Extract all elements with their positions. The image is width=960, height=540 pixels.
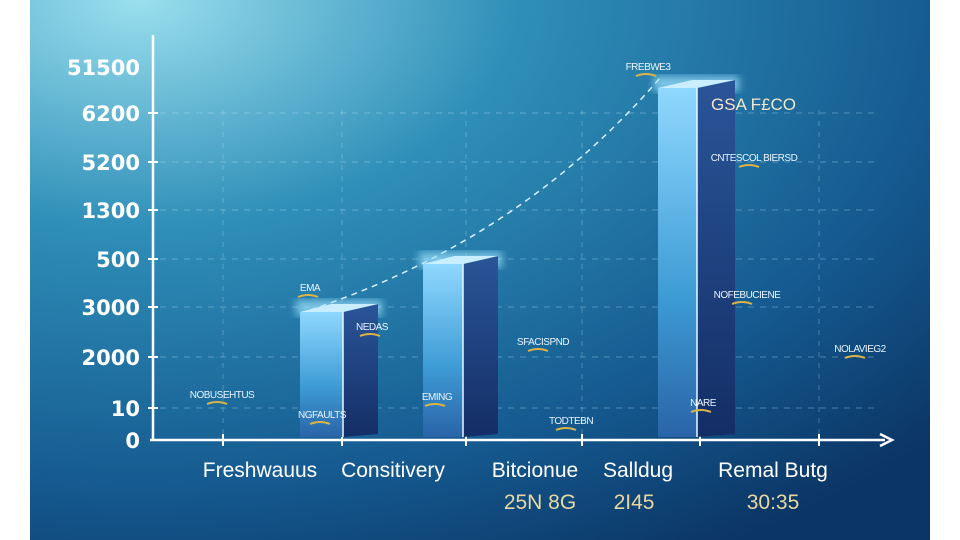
chart-annotation: SFACISPND [517,337,569,348]
gold-squiggle-icon [738,164,760,168]
bar-top [423,256,498,264]
bar-annotation: NARE [690,398,717,409]
bar [296,300,382,437]
gold-squiggle-icon [297,294,319,298]
chart-annotation: NOLAVIEG2 [834,344,886,355]
y-tick-label: 5200 [82,151,140,175]
bar-front [658,88,697,437]
y-tick-label: 3000 [82,296,140,320]
bar-annotation: EMING [422,392,453,403]
bar-side [463,256,498,437]
bar-chart: 0 10 2000 3000 500 1300 5200 6200 51500 Freshwau… [30,0,930,540]
bar-top [300,304,378,312]
bar-side [697,80,735,437]
annotations: EMA NEDAS NGFAULTS EMING FREBWE3 NARE GSA F£CO… [190,62,887,431]
gold-squiggle-icon [844,355,866,359]
gold-squiggle-icon [731,301,753,305]
axes [150,35,895,448]
chart-annotation: NOFEBUCIENE [714,290,782,301]
x-labels: Freshwauus Consitivery Bitcionue Salldug Rem… [203,459,828,514]
x-sublabel: 25N 8G [504,491,576,514]
x-category-label: Salldug [603,459,673,482]
bar-front [300,312,343,437]
bar-side [343,304,378,437]
chart-annotation: NOBUSEHTUS [190,390,255,401]
bar-top [658,80,735,88]
gold-squiggle-icon [206,401,228,405]
y-tick-label: 51500 [67,56,140,80]
gold-squiggle-icon [309,421,331,425]
bar-annotation: FREBWE3 [626,62,672,73]
y-tick-label: 0 [125,429,140,453]
bar-annotation: NEDAS [356,322,389,333]
bar-annotation: NGFAULTS [298,410,347,421]
y-tick-label: 2000 [82,346,140,370]
bar-annotation-large: GSA F£CO [711,95,796,114]
gold-squiggle-icon [635,73,657,77]
bar [419,252,502,437]
x-category-label: Remal Butg [718,459,828,482]
y-tick-label: 6200 [82,102,140,126]
gold-squiggle-icon [359,333,381,337]
bar-front [423,264,463,437]
x-category-label: Bitcionue [492,459,578,482]
y-tick-label: 1300 [82,199,140,223]
x-sublabel: 30:35 [747,491,800,514]
chart-annotation: TODTEBN [549,416,593,427]
y-tick-label: 10 [111,397,140,421]
x-sublabel: 2I45 [614,491,655,514]
bars [296,76,739,437]
trend-line-path [309,77,661,311]
gold-squiggle-icon [555,427,577,431]
gold-squiggle-icon [527,348,549,352]
x-category-label: Consitivery [341,459,445,482]
gold-squiggle-icon [690,409,712,413]
x-axis-arrow-icon [879,432,895,448]
x-category-label: Freshwauus [203,459,317,482]
chart-annotation: CNTESCOL BIERSD [711,153,798,164]
y-tick-label: 500 [96,248,140,272]
y-tick-labels: 0 10 2000 3000 500 1300 5200 6200 51500 [67,56,158,453]
gold-squiggle-icon [424,403,446,407]
bar-annotation: EMA [300,283,321,294]
bar [654,76,739,437]
trend-line [309,77,661,311]
